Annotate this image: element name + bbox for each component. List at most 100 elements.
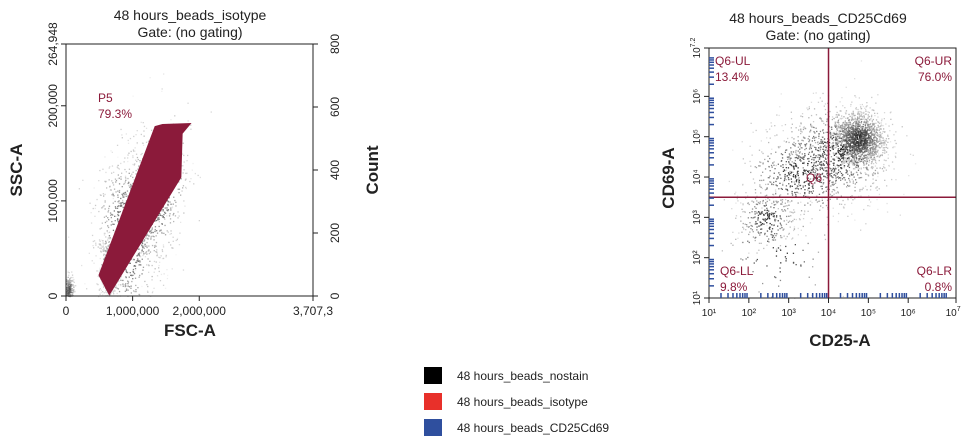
event-dot xyxy=(759,165,761,167)
event-dot xyxy=(834,147,837,149)
event-dot xyxy=(170,207,172,209)
event-dot xyxy=(816,195,818,197)
event-dot xyxy=(857,123,860,125)
event-dot xyxy=(837,176,839,178)
event-dot xyxy=(879,143,881,145)
event-dot xyxy=(147,140,150,142)
event-dot xyxy=(102,242,104,244)
event-dot xyxy=(875,143,877,145)
plot1-axes: 0 1,000,000 2,000,000 3,707,30100,000200,00… xyxy=(46,22,342,318)
event-dot xyxy=(869,139,871,142)
event-dot xyxy=(775,193,777,195)
event-dot xyxy=(851,160,853,162)
event-dot xyxy=(844,179,846,181)
event-dot xyxy=(137,259,139,261)
event-dot xyxy=(785,223,788,225)
event-dot xyxy=(818,200,821,202)
event-dot xyxy=(760,192,762,194)
event-dot xyxy=(860,132,862,134)
event-dot xyxy=(141,244,143,246)
event-dot xyxy=(856,122,859,125)
event-dot xyxy=(811,201,813,204)
event-dot xyxy=(846,146,848,148)
event-dot xyxy=(819,142,822,144)
event-dot xyxy=(128,152,130,154)
event-dot xyxy=(811,169,813,171)
event-dot xyxy=(830,168,832,170)
event-dot xyxy=(170,230,172,232)
event-dot xyxy=(150,229,153,231)
event-dot xyxy=(852,146,854,148)
event-dot xyxy=(808,140,810,143)
event-dot xyxy=(847,137,849,139)
event-dot xyxy=(775,184,777,186)
event-dot xyxy=(800,265,802,267)
event-dot xyxy=(842,126,844,128)
event-dot xyxy=(793,228,796,230)
event-dot xyxy=(151,228,153,231)
event-dot xyxy=(887,141,889,143)
event-dot xyxy=(865,135,867,137)
event-dot xyxy=(829,132,832,134)
event-dot xyxy=(131,259,134,261)
event-dot xyxy=(172,203,174,205)
event-dot xyxy=(762,171,764,173)
event-dot xyxy=(125,285,127,287)
event-dot xyxy=(784,169,786,172)
event-dot xyxy=(864,156,866,159)
event-dot xyxy=(793,138,795,140)
event-dot xyxy=(884,179,886,181)
event-dot xyxy=(145,237,147,239)
event-dot xyxy=(856,135,858,137)
event-dot xyxy=(72,284,74,286)
event-dot xyxy=(172,214,174,216)
event-dot xyxy=(122,283,124,285)
event-dot xyxy=(112,202,114,204)
event-dot xyxy=(147,258,149,260)
event-dot xyxy=(875,146,878,148)
event-dot xyxy=(149,251,152,253)
event-dot xyxy=(844,148,846,150)
event-dot xyxy=(881,144,883,146)
event-dot xyxy=(874,133,876,136)
event-dot xyxy=(791,181,793,183)
event-dot xyxy=(851,131,853,133)
event-dot xyxy=(855,127,857,129)
event-dot xyxy=(841,115,843,117)
event-dot xyxy=(144,280,146,283)
event-dot xyxy=(818,158,821,160)
event-dot xyxy=(796,191,798,193)
event-dot xyxy=(856,138,858,140)
event-dot xyxy=(757,214,760,216)
event-dot xyxy=(831,195,834,197)
event-dot xyxy=(155,235,157,237)
event-dot xyxy=(128,286,131,288)
event-dot xyxy=(802,126,805,129)
event-dot xyxy=(859,190,861,192)
event-dot xyxy=(772,215,774,217)
event-dot xyxy=(817,154,819,156)
event-dot xyxy=(827,207,829,209)
event-dot xyxy=(825,146,827,149)
event-dot xyxy=(772,239,775,241)
event-dot xyxy=(783,180,785,182)
event-dot xyxy=(821,172,824,175)
event-dot xyxy=(771,228,774,230)
event-dot xyxy=(870,141,872,143)
event-dot xyxy=(758,242,761,244)
event-dot xyxy=(797,146,799,148)
event-dot xyxy=(126,271,129,274)
event-dot xyxy=(758,165,760,167)
event-dot xyxy=(879,131,881,133)
event-dot xyxy=(813,157,816,159)
event-dot xyxy=(866,168,868,171)
event-dot xyxy=(71,288,73,290)
event-dot xyxy=(855,139,857,141)
event-dot xyxy=(125,268,127,271)
event-dot xyxy=(851,114,853,116)
event-dot xyxy=(125,270,128,273)
event-dot xyxy=(117,156,119,158)
event-dot xyxy=(761,223,764,225)
event-dot xyxy=(870,131,872,133)
event-dot xyxy=(886,185,888,187)
